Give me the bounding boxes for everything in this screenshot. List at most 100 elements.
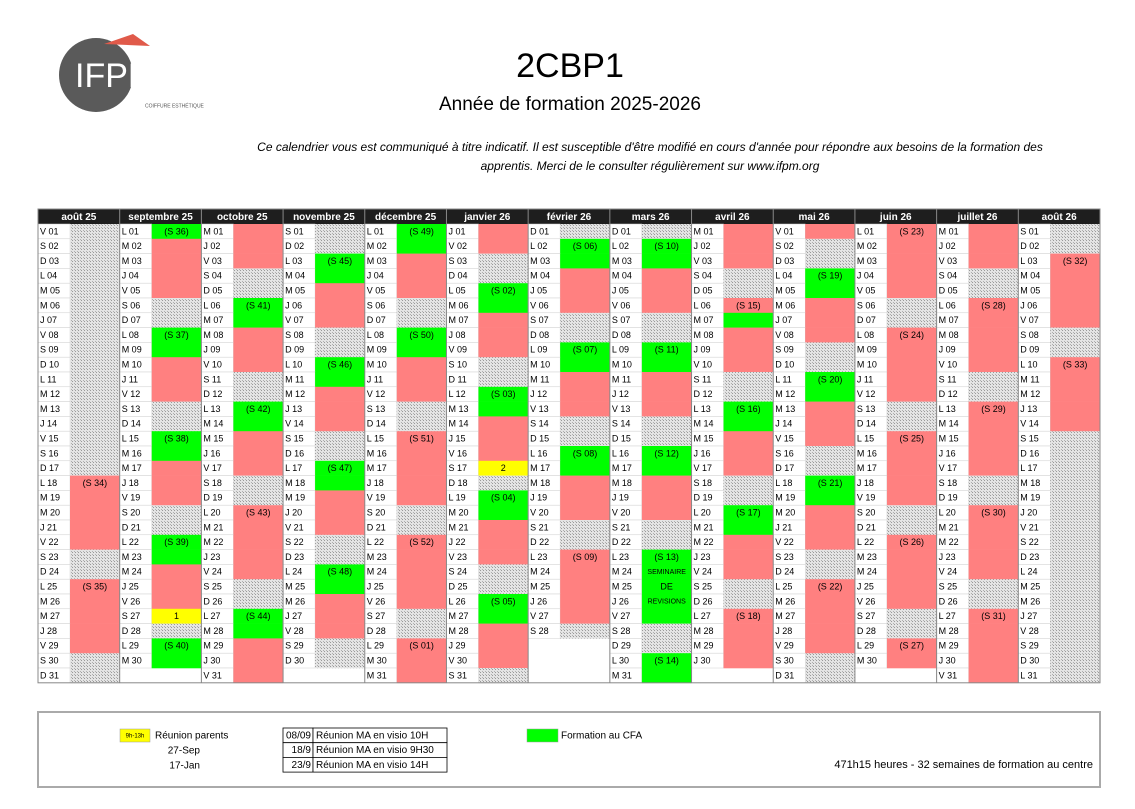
day-cell (641, 594, 692, 610)
day-label: S 27 (367, 611, 386, 621)
day-cell (233, 446, 284, 462)
day-label: S 07 (612, 315, 631, 325)
day-label: M 16 (367, 448, 387, 458)
day-cell (233, 268, 284, 284)
day-cell (560, 623, 610, 639)
day-label: V 24 (939, 567, 958, 577)
calendar-border (37, 208, 1101, 684)
day-cell (315, 460, 365, 476)
day-cell (315, 298, 365, 314)
day-cell (560, 460, 610, 476)
day-label: V 05 (857, 285, 876, 295)
day-cell (1050, 564, 1100, 580)
total: 471h15 heures - 32 semaines de formation… (834, 759, 1093, 771)
day-label: L 16 (612, 448, 629, 458)
day-cell (151, 298, 202, 314)
day-cell (151, 520, 202, 536)
day-label: L 30 (612, 655, 629, 665)
day-label: J 18 (857, 478, 874, 488)
day-label: M 10 (367, 359, 387, 369)
day-cell (1050, 283, 1100, 299)
day-label: L 11 (40, 374, 57, 384)
day-cell (723, 594, 774, 610)
week-label: (S 03) (491, 389, 516, 399)
day-label: J 02 (939, 241, 956, 251)
day-label: M 07 (939, 315, 959, 325)
week-label: (S 26) (900, 537, 925, 547)
day-cell (723, 238, 774, 254)
day-cell (968, 534, 1019, 550)
week-label: (S 08) (573, 448, 598, 458)
day-cell (1050, 490, 1100, 506)
day-label: S 03 (448, 256, 467, 266)
day-label: M 04 (285, 271, 305, 281)
day-cell (70, 342, 120, 358)
day-label: S 20 (857, 507, 876, 517)
day-cell (151, 475, 202, 491)
day-cell (1050, 357, 1100, 373)
day-cell (478, 386, 529, 402)
day-label: M 03 (367, 256, 387, 266)
week-label: (S 09) (573, 552, 598, 562)
day-label: D 10 (40, 359, 59, 369)
day-cell (886, 327, 937, 343)
day-label: M 22 (939, 537, 959, 547)
day-cell (560, 342, 610, 358)
day-label: V 30 (448, 655, 467, 665)
day-label: D 21 (367, 522, 386, 532)
day-label: J 25 (367, 581, 384, 591)
day-cell (805, 416, 855, 432)
day-cell (723, 460, 774, 476)
day-label: J 30 (203, 655, 220, 665)
day-label: J 12 (612, 389, 629, 399)
day-cell (396, 268, 447, 284)
day-cell (70, 312, 120, 328)
day-cell (396, 653, 447, 669)
day-cell (233, 312, 284, 328)
day-cell (805, 638, 855, 654)
day-label: V 26 (857, 596, 876, 606)
day-cell (151, 446, 202, 462)
day-cell (641, 386, 692, 402)
month-name: mai 26 (799, 212, 831, 223)
day-cell (968, 623, 1019, 639)
day-label: S 09 (775, 345, 794, 355)
day-label: V 13 (612, 404, 631, 414)
day-cell (396, 312, 447, 328)
day-cell (70, 431, 120, 447)
day-cell (560, 594, 610, 610)
day-cell (1050, 579, 1100, 595)
day-label: S 13 (367, 404, 386, 414)
day-label: D 12 (694, 389, 713, 399)
week-label: (S 38) (164, 433, 189, 443)
day-label: V 17 (203, 463, 222, 473)
day-cell (805, 357, 855, 373)
day-label: M 19 (775, 493, 795, 503)
day-cell (70, 623, 120, 639)
day-label: L 15 (857, 433, 874, 443)
month-name: février 26 (547, 212, 592, 223)
month-name: septembre 25 (128, 212, 193, 223)
day-cell (233, 623, 284, 639)
day-label: V 08 (40, 330, 59, 340)
day-label: M 09 (857, 345, 877, 355)
day-cell (1050, 653, 1100, 669)
week-label: (S 20) (818, 374, 843, 384)
day-cell (723, 312, 774, 328)
day-cell (1050, 460, 1100, 476)
day-cell (315, 475, 365, 491)
day-cell (478, 224, 529, 240)
day-label: S 16 (40, 448, 59, 458)
day-label: J 26 (530, 596, 547, 606)
cfa-label: Formation au CFA (561, 731, 642, 742)
day-label: J 15 (448, 433, 465, 443)
day-label: M 26 (40, 596, 60, 606)
week-label: (S 44) (246, 611, 271, 621)
day-label: V 24 (694, 567, 713, 577)
day-label: M 07 (694, 315, 714, 325)
day-label: S 08 (1020, 330, 1039, 340)
day-cell (396, 579, 447, 595)
day-label: D 28 (367, 626, 386, 636)
day-label: L 19 (448, 493, 465, 503)
day-cell (723, 534, 774, 550)
